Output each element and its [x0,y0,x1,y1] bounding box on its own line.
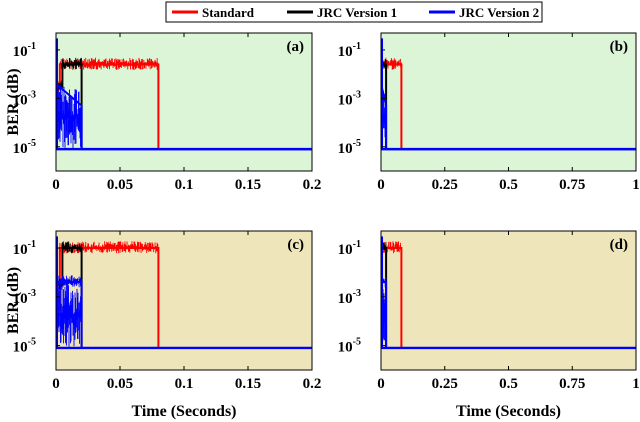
x-tick-label: 0.15 [235,177,261,193]
series-noise-blue [56,85,82,148]
series-noise-blue [56,283,82,347]
chart-panel: 0 0.05 0.1 0.15 0.210-110-310-5(a)BER (dB) [5,32,322,193]
y-tick-label: 10-5 [338,138,361,157]
y-tick-base: 10 [13,141,28,157]
y-tick-label: 10-3 [13,89,36,108]
y-tick-label: 10-5 [13,138,36,157]
y-tick-exponent: -1 [28,239,36,250]
series-noise [56,275,82,288]
y-tick-label: 10-1 [13,239,36,258]
legend-label: JRC Version 2 [459,5,539,20]
x-tick-label: 0.25 [432,177,458,193]
y-tick-base: 10 [338,92,353,108]
y-tick-exponent: -5 [353,337,361,348]
y-axis-label: BER (dB) [5,267,22,334]
y-tick-base: 10 [13,92,28,108]
panel-label: (c) [287,237,304,253]
x-tick-label: 1 [632,376,640,392]
x-tick-label: 0.2 [303,177,322,193]
y-tick-base: 10 [13,340,28,356]
y-tick-exponent: -5 [28,138,36,149]
y-tick-label: 10-5 [13,337,36,356]
y-tick-base: 10 [13,242,28,258]
legend-box [165,1,543,23]
y-tick-exponent: -3 [353,89,361,100]
series-noise [61,241,82,254]
x-tick-label: 0 [52,376,60,392]
x-tick-label: 0.75 [559,376,585,392]
y-tick-label: 10-1 [338,41,361,60]
y-tick-exponent: -3 [353,288,361,299]
y-tick-label: 10-5 [338,337,361,356]
legend-label: JRC Version 1 [317,5,397,20]
x-axis-label: Time (Seconds) [131,403,236,420]
y-tick-exponent: -3 [28,288,36,299]
x-tick-label: 0.15 [235,376,261,392]
y-tick-label: 10-1 [338,239,361,258]
x-tick-label: 0.1 [175,177,194,193]
y-tick-label: 10-3 [338,288,361,307]
x-tick-label: 0 [377,177,385,193]
panel-label: (b) [610,39,628,55]
legend-label: Standard [202,5,255,20]
y-tick-exponent: -1 [353,239,361,250]
y-tick-exponent: -1 [28,41,36,52]
legend: Standard JRC Version 1 JRC Version 2 [165,1,543,23]
y-tick-exponent: -3 [28,89,36,100]
x-tick-label: 0.2 [303,376,322,392]
series-noise [61,57,82,70]
y-tick-exponent: -5 [353,138,361,149]
y-tick-exponent: -5 [28,337,36,348]
x-tick-label: 0.05 [107,177,133,193]
x-tick-label: 0 [377,376,385,392]
y-tick-base: 10 [338,141,353,157]
chart-panel: 0 0.25 0.5 0.75 110-110-310-5(d)Time (Second… [338,230,640,420]
chart-panel: 0 0.25 0.5 0.75 110-110-310-5(b) [338,32,640,193]
y-tick-base: 10 [13,44,28,60]
y-tick-label: 10-1 [13,41,36,60]
y-tick-label: 10-3 [13,288,36,307]
panels: 0 0.05 0.1 0.15 0.210-110-310-5(a)BER (dB)0 0… [5,32,640,420]
x-tick-label: 0.5 [499,376,518,392]
panel-label: (d) [610,237,628,253]
x-tick-label: 1 [632,177,640,193]
y-tick-base: 10 [338,340,353,356]
y-tick-base: 10 [13,291,28,307]
y-axis-label: BER (dB) [5,68,22,135]
x-tick-label: 0.05 [107,376,133,392]
x-tick-label: 0 [52,177,60,193]
x-tick-label: 0.1 [175,376,194,392]
chart-panel: 0 0.05 0.1 0.15 0.210-110-310-5(c)BER (dB)Ti… [5,230,322,420]
y-tick-base: 10 [338,242,353,258]
x-tick-label: 0.25 [432,376,458,392]
panel-label: (a) [287,39,305,55]
y-tick-label: 10-3 [338,89,361,108]
x-tick-label: 0.75 [559,177,585,193]
y-tick-base: 10 [338,291,353,307]
y-tick-base: 10 [338,44,353,60]
x-tick-label: 0.5 [499,177,518,193]
x-axis-label: Time (Seconds) [456,403,561,420]
y-tick-exponent: -1 [353,41,361,52]
